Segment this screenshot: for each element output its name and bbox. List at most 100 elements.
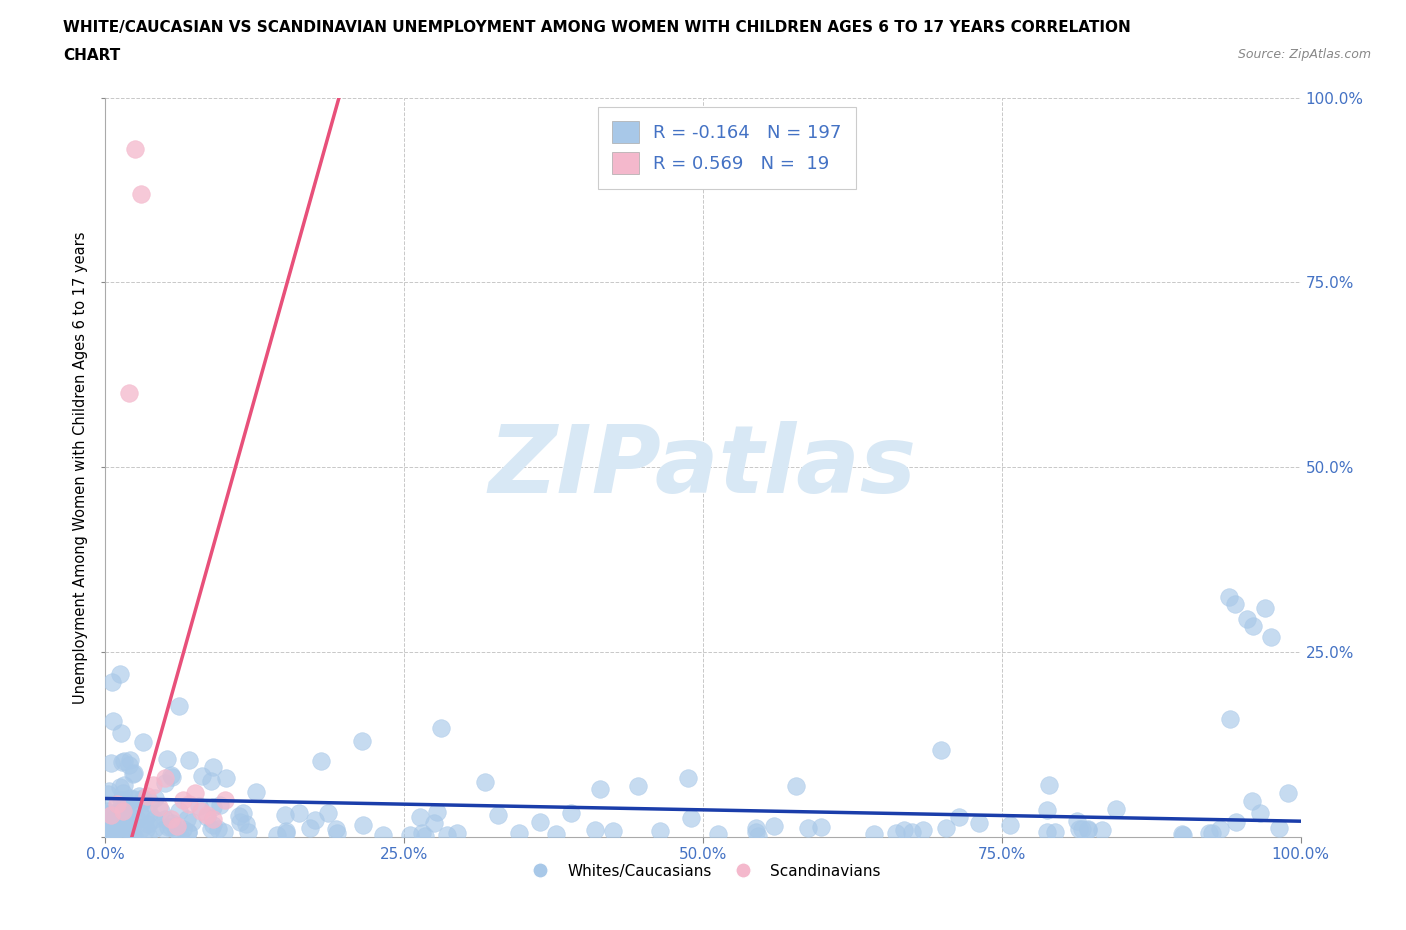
Point bbox=[105, 821, 128, 836]
Point bbox=[214, 792, 236, 807]
Point bbox=[124, 765, 146, 780]
Point bbox=[508, 826, 530, 841]
Point bbox=[177, 796, 201, 811]
Point bbox=[105, 822, 128, 837]
Point bbox=[124, 142, 146, 157]
Point bbox=[1067, 822, 1090, 837]
Point bbox=[165, 823, 187, 838]
Point bbox=[935, 821, 957, 836]
Point bbox=[430, 721, 453, 736]
Point bbox=[97, 804, 120, 819]
Point bbox=[785, 778, 807, 793]
Point bbox=[176, 812, 198, 827]
Point bbox=[135, 821, 157, 836]
Point bbox=[111, 794, 134, 809]
Point bbox=[115, 799, 138, 814]
Point bbox=[112, 818, 135, 833]
Point bbox=[1077, 821, 1099, 836]
Point bbox=[121, 820, 143, 835]
Point bbox=[912, 822, 935, 837]
Point bbox=[100, 807, 122, 822]
Point bbox=[108, 667, 131, 682]
Point bbox=[1036, 803, 1059, 817]
Point bbox=[110, 829, 132, 844]
Point bbox=[998, 817, 1021, 832]
Point bbox=[139, 794, 162, 809]
Point bbox=[1171, 828, 1194, 843]
Point bbox=[107, 810, 129, 825]
Point bbox=[202, 811, 225, 826]
Point bbox=[1090, 822, 1112, 837]
Point bbox=[326, 826, 349, 841]
Point bbox=[100, 822, 122, 837]
Point bbox=[544, 827, 567, 842]
Point bbox=[122, 829, 145, 844]
Point bbox=[1241, 618, 1264, 633]
Point bbox=[1240, 793, 1263, 808]
Point bbox=[142, 777, 165, 792]
Point bbox=[97, 804, 120, 818]
Point bbox=[96, 829, 118, 844]
Point bbox=[155, 812, 177, 827]
Point bbox=[107, 796, 129, 811]
Point bbox=[162, 770, 184, 785]
Point bbox=[108, 804, 131, 818]
Point bbox=[110, 792, 132, 807]
Point bbox=[121, 767, 143, 782]
Point bbox=[148, 800, 170, 815]
Point bbox=[121, 827, 143, 842]
Point bbox=[1219, 711, 1241, 726]
Point bbox=[325, 821, 347, 836]
Point bbox=[111, 804, 134, 818]
Point bbox=[104, 827, 127, 842]
Point bbox=[153, 776, 176, 790]
Point bbox=[304, 813, 326, 828]
Point bbox=[436, 828, 458, 843]
Point bbox=[1201, 825, 1223, 840]
Point bbox=[100, 819, 122, 834]
Point bbox=[101, 813, 124, 828]
Point bbox=[131, 790, 153, 805]
Point bbox=[143, 790, 166, 805]
Point bbox=[181, 815, 204, 830]
Point bbox=[117, 802, 139, 817]
Point bbox=[120, 790, 142, 805]
Point bbox=[1066, 814, 1088, 829]
Point bbox=[105, 810, 128, 825]
Point bbox=[588, 781, 610, 796]
Point bbox=[134, 811, 156, 826]
Point bbox=[266, 828, 288, 843]
Point bbox=[108, 806, 131, 821]
Point bbox=[214, 825, 236, 840]
Point bbox=[167, 698, 190, 713]
Point bbox=[129, 805, 152, 820]
Point bbox=[200, 774, 222, 789]
Point bbox=[627, 778, 650, 793]
Point bbox=[103, 818, 125, 833]
Point bbox=[195, 807, 218, 822]
Point bbox=[98, 824, 121, 839]
Point bbox=[207, 822, 229, 837]
Point bbox=[149, 804, 172, 818]
Point bbox=[893, 823, 915, 838]
Point bbox=[118, 752, 141, 767]
Point bbox=[967, 816, 990, 830]
Point bbox=[97, 821, 120, 836]
Point bbox=[125, 812, 148, 827]
Point bbox=[747, 829, 769, 844]
Point bbox=[160, 811, 183, 826]
Point bbox=[110, 805, 132, 820]
Point bbox=[200, 821, 222, 836]
Point bbox=[797, 820, 820, 835]
Text: Source: ZipAtlas.com: Source: ZipAtlas.com bbox=[1237, 48, 1371, 61]
Point bbox=[1223, 597, 1246, 612]
Point bbox=[122, 792, 145, 807]
Point bbox=[422, 816, 444, 830]
Point bbox=[114, 793, 136, 808]
Point bbox=[160, 767, 183, 782]
Point bbox=[1036, 825, 1059, 840]
Point bbox=[177, 752, 200, 767]
Point bbox=[1236, 611, 1258, 626]
Point bbox=[108, 817, 131, 832]
Point bbox=[136, 829, 159, 844]
